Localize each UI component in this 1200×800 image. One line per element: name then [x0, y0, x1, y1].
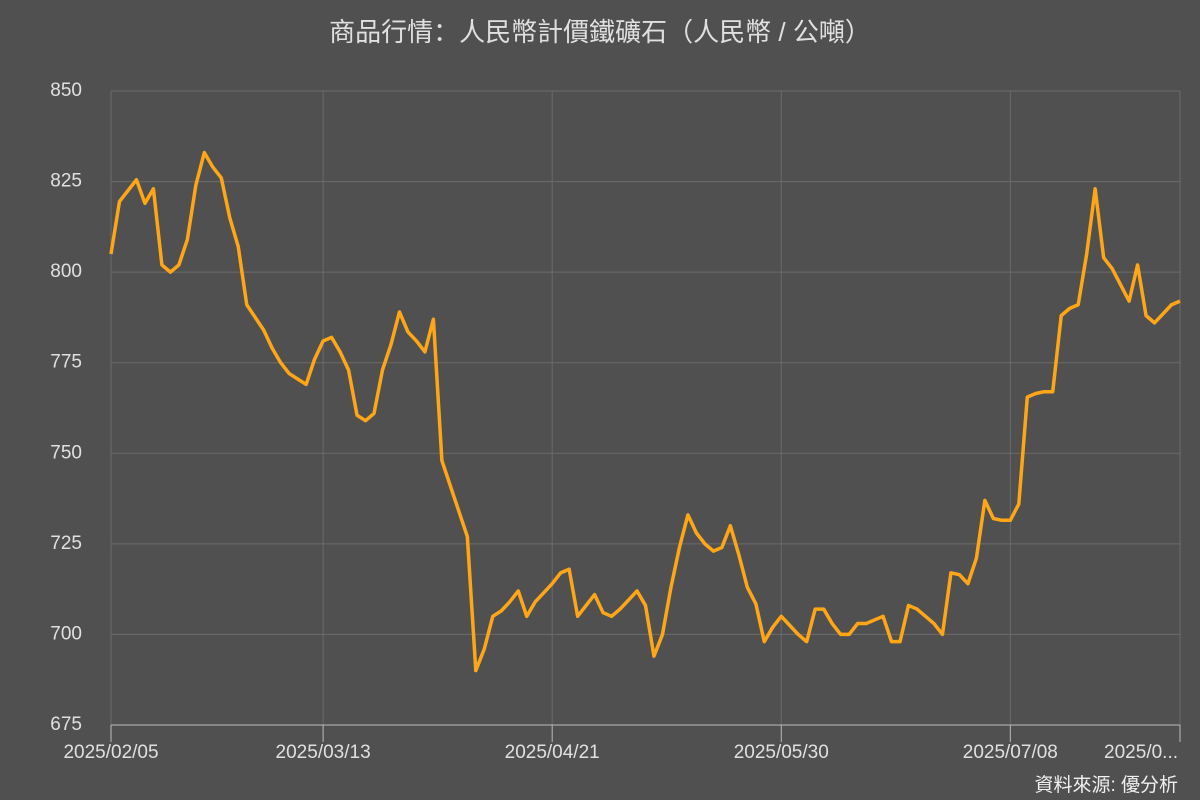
data-line	[109, 150, 1181, 673]
y-tick-label: 725	[50, 533, 82, 554]
source-note: 資料來源: 優分析	[1034, 774, 1178, 796]
x-tick-label: 2025/03/13	[276, 742, 371, 763]
x-tick-label: 2025/07/08	[963, 742, 1058, 763]
x-tick-label: 2025/0...	[1104, 742, 1178, 763]
x-tick-label: 2025/04/21	[505, 742, 600, 763]
y-tick-label: 775	[50, 352, 82, 373]
y-tick-label: 825	[50, 171, 82, 192]
y-tick-label: 800	[50, 261, 82, 282]
x-tick-label: 2025/05/30	[734, 742, 829, 763]
y-tick-label: 700	[50, 623, 82, 644]
y-tick-label: 850	[50, 80, 82, 101]
x-tick-label: 2025/02/05	[63, 742, 158, 763]
chart-title: 商品行情：人民幣計價鐵礦石（人民幣 / 公噸）	[329, 17, 871, 47]
y-tick-label: 675	[50, 714, 82, 735]
y-tick-label: 750	[50, 442, 82, 463]
